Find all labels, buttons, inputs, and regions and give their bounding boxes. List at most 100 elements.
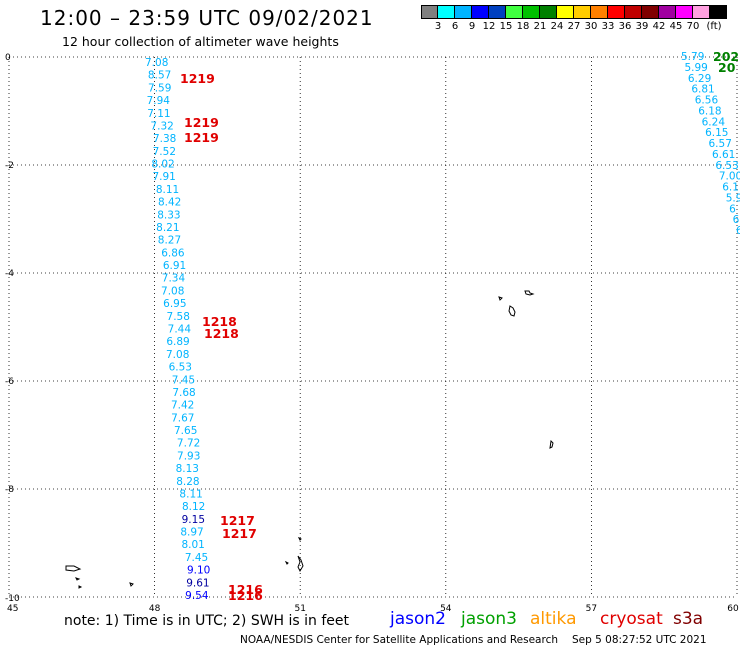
scale-swatch — [472, 5, 489, 19]
wave-height-label: 6.24 — [702, 116, 726, 128]
wave-height-label: 8.97 — [180, 527, 203, 539]
wave-height-label: 8.11 — [156, 184, 179, 196]
wave-height-label: 6.53 — [169, 362, 192, 374]
pass-time-label: 1216 — [228, 588, 263, 603]
scale-label: 6 — [451, 21, 459, 32]
wave-height-label: 8.02 — [151, 159, 174, 171]
wave-height-label: 7.00 — [719, 171, 740, 183]
wave-height-label: 7.44 — [168, 324, 192, 336]
scale-label: (ft) — [706, 21, 722, 32]
wave-height-label: 9.10 — [187, 565, 210, 577]
wave-height-label: 8.42 — [158, 197, 181, 209]
lat-tick-label: -4 — [5, 269, 14, 279]
wave-height-label: 6.18 — [698, 105, 721, 117]
wave-height-label: 6.57 — [709, 138, 732, 150]
wave-height-label: 7.11 — [147, 108, 170, 120]
wave-height-label: 5.79 — [681, 51, 704, 63]
scale-swatch — [523, 5, 540, 19]
island-outline — [508, 305, 516, 317]
scale-label: 39 — [635, 21, 649, 32]
wave-height-label: 5.99 — [684, 62, 707, 74]
scale-swatch — [438, 5, 455, 19]
pass-time-label: 1218 — [204, 326, 239, 341]
wave-height-label: 7.93 — [177, 450, 200, 462]
wave-height-label: 7.45 — [172, 374, 195, 386]
lon-tick-label: 54 — [440, 604, 452, 614]
map-grid — [8, 56, 738, 598]
scale-label: 3 — [434, 21, 442, 32]
wave-height-label: 6.53 — [715, 160, 738, 172]
wave-height-label: 7.08 — [161, 285, 184, 297]
scale-label: 12 — [482, 21, 496, 32]
lat-tick-label: -8 — [5, 485, 14, 495]
scale-label: 18 — [516, 21, 530, 32]
island-outline — [524, 290, 535, 296]
wave-height-label: 9.15 — [182, 514, 205, 526]
scale-label: 33 — [601, 21, 615, 32]
lon-tick-label: 45 — [7, 604, 18, 614]
wave-height-label: 6.89 — [166, 336, 189, 348]
wave-height-label: 9.61 — [186, 577, 209, 589]
pass-time-label: 202 — [713, 49, 739, 64]
legend-item-altika: altika — [530, 609, 577, 629]
wave-height-label: 5.9 — [726, 192, 740, 204]
pass-time-label: 20 — [718, 60, 736, 75]
wave-height-label: 7.59 — [148, 82, 171, 94]
wave-height-label: 8.12 — [182, 501, 205, 513]
scale-label: 9 — [468, 21, 476, 32]
wave-height-label: 8.27 — [158, 235, 181, 247]
lat-tick-label: 0 — [5, 53, 11, 63]
pass-time-label: 1218 — [202, 314, 237, 329]
lon-tick-label: 48 — [149, 604, 161, 614]
scale-label: 36 — [618, 21, 632, 32]
wave-height-label: 7.45 — [185, 552, 208, 564]
island-outline — [129, 582, 134, 587]
scale-label: 70 — [686, 21, 700, 32]
wave-height-label: 6.15 — [705, 127, 728, 139]
scale-label: 24 — [550, 21, 564, 32]
wave-height-label: 7.58 — [167, 311, 190, 323]
legend-item-cryosat: cryosat — [600, 609, 663, 629]
pass-time-label: 1219 — [184, 130, 219, 145]
wave-height-label: 7.67 — [171, 412, 194, 424]
wave-height-label: 8.57 — [148, 70, 171, 82]
wave-height-label: 6.61 — [712, 149, 735, 161]
scale-swatch — [421, 5, 438, 19]
lat-tick-label: -2 — [5, 161, 14, 171]
wave-height-label: 7.38 — [153, 133, 176, 145]
wave-height-label: 7.91 — [152, 171, 175, 183]
wave-height-label: 6.95 — [163, 298, 186, 310]
wave-height-label: 6.81 — [691, 84, 714, 96]
pass-time-label: 1219 — [184, 115, 219, 130]
page-subtitle: 12 hour collection of altimeter wave hei… — [62, 34, 339, 49]
wave-height-label: 6.86 — [161, 247, 185, 259]
island-outline — [284, 560, 289, 565]
island-outline — [498, 296, 503, 301]
wave-height-label: 8.33 — [157, 209, 180, 221]
scale-swatch — [608, 5, 625, 19]
scale-label: 21 — [533, 21, 547, 32]
wave-height-label: 6 — [729, 203, 736, 215]
footnote: note: 1) Time is in UTC; 2) SWH is in fe… — [64, 613, 350, 629]
wave-height-label: 8.01 — [181, 539, 204, 551]
scale-swatch — [642, 5, 659, 19]
track-east: 5.795.996.296.816.566.186.246.156.576.61… — [681, 51, 740, 237]
pass-time-label: 1217 — [220, 513, 255, 528]
wave-height-label: 6.29 — [688, 73, 711, 85]
pass-time-label: 1219 — [180, 71, 215, 86]
scale-swatch — [506, 5, 523, 19]
wave-height-label: 7.72 — [177, 438, 200, 450]
island-outline — [78, 585, 83, 589]
legend-item-s3a: s3a — [673, 609, 704, 629]
scale-swatch — [489, 5, 506, 19]
scale-swatch — [693, 5, 710, 19]
scale-swatch — [625, 5, 642, 19]
scale-label: 27 — [567, 21, 581, 32]
lon-tick-label: 57 — [586, 604, 597, 614]
pass-time-label: 1216 — [228, 582, 263, 597]
lat-tick-label: -6 — [5, 377, 14, 387]
scale-swatch — [455, 5, 472, 19]
wave-height-label: 7.08 — [145, 57, 168, 69]
pass-time-label: 1217 — [222, 526, 257, 541]
